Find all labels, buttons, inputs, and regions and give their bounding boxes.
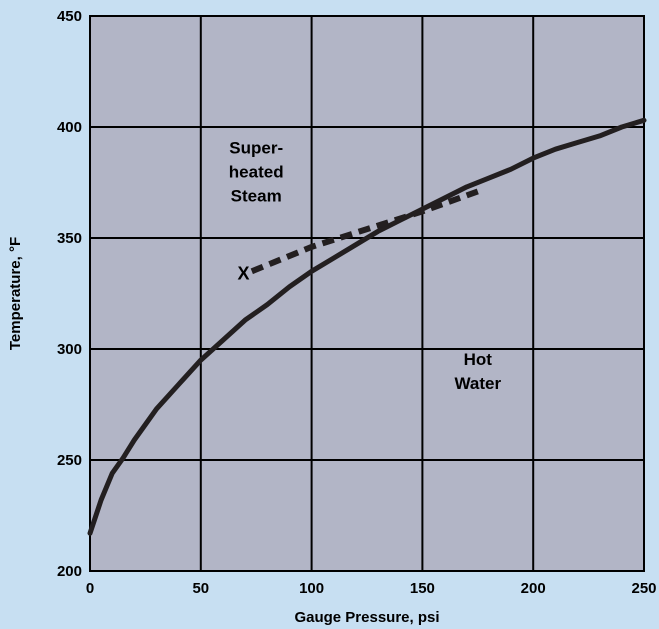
tick-labels: 0 50 100 150 200 250 200 250 300 350 400 450 [57,8,657,597]
region-label-line: Super- [229,138,283,157]
region-label: Hot Water [454,350,501,393]
series-layer [87,117,647,536]
x-tick-label: 50 [192,580,209,597]
y-tick-label: 400 [57,119,82,136]
region-label-line: heated [229,162,284,181]
y-tick-label: 200 [57,563,82,580]
y-tick-label: 350 [57,230,82,247]
x-tick-label: 150 [410,580,435,597]
region-label-line: Hot [464,350,493,369]
x-axis-label: Gauge Pressure, psi [294,609,439,626]
annotations: X Super-heated Steam Hot Water [229,138,502,393]
y-tick-label: 300 [57,341,82,358]
grid [90,16,644,571]
x-tick-label: 250 [631,580,656,597]
x-marker-label: X [238,264,250,284]
region-label: Super-heated Steam [229,138,284,205]
x-tick-label: 100 [299,580,324,597]
x-tick-label: 200 [521,580,546,597]
x-tick-label: 0 [86,580,94,597]
dashed-line [250,188,479,275]
saturation-curve [87,117,647,536]
region-label-line: Steam [231,186,282,205]
y-tick-label: 250 [57,452,82,469]
y-tick-label: 450 [57,8,82,25]
plot-area [89,15,645,572]
region-label-line: Water [454,374,501,393]
y-axis-label: Temperature, °F [7,237,24,350]
